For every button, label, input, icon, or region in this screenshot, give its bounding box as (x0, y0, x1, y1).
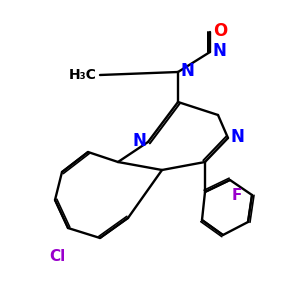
Text: F: F (232, 188, 242, 203)
Text: Cl: Cl (49, 249, 65, 264)
Text: H₃C: H₃C (69, 68, 97, 82)
Text: N: N (180, 62, 194, 80)
Text: O: O (213, 22, 227, 40)
Text: N: N (230, 128, 244, 146)
Text: N: N (212, 42, 226, 60)
Text: N: N (132, 132, 146, 150)
